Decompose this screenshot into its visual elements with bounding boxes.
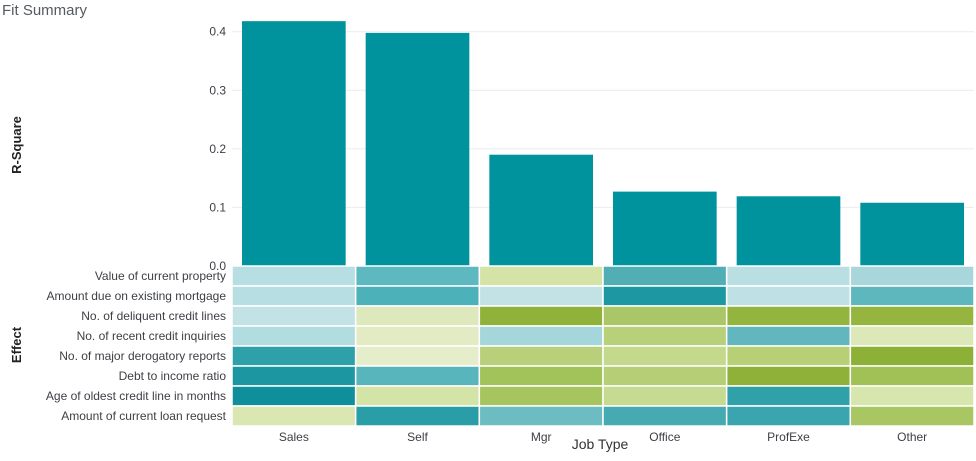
heatmap-cell <box>849 405 975 427</box>
heatmap-cell <box>849 325 975 347</box>
heatmap-cell <box>849 305 975 327</box>
heatmap-cell <box>725 265 852 287</box>
heatmap-cell <box>231 345 357 367</box>
heatmap-cell <box>602 305 728 327</box>
heatmap-cell <box>231 385 357 407</box>
heatmap-cell <box>725 385 852 407</box>
y-tick-label: 0.2 <box>209 142 226 156</box>
heatmap <box>231 265 975 427</box>
heatmap-cell <box>354 285 481 307</box>
bar-mgr <box>489 154 593 266</box>
heatmap-cell <box>602 385 728 407</box>
x-axis-title: Job Type <box>572 436 629 452</box>
heatmap-cell <box>478 305 604 327</box>
bar-other <box>860 202 964 266</box>
bars <box>242 21 964 267</box>
effect-row-label: No. of major derogatory reports <box>59 349 226 363</box>
heatmap-cell <box>231 285 357 307</box>
y-tick-label: 0.3 <box>209 83 226 97</box>
y-tick-label: 0.1 <box>209 200 226 214</box>
heatmap-cell <box>478 405 604 427</box>
effect-row-label: Age of oldest credit line in months <box>46 389 226 403</box>
effect-row-label: Amount of current loan request <box>61 409 226 423</box>
x-tick-label: Other <box>897 430 927 444</box>
heatmap-cell <box>725 345 852 367</box>
y-tick-label: 0.4 <box>209 25 226 39</box>
heatmap-cell <box>231 265 357 287</box>
heatmap-cell <box>725 325 852 347</box>
x-tick-label: Sales <box>279 430 309 444</box>
heatmap-cell <box>231 325 357 347</box>
heatmap-cell <box>602 285 728 307</box>
heatmap-cell <box>231 305 357 327</box>
effect-row-label: Debt to income ratio <box>119 369 227 383</box>
x-axis-tick-labels: Sales Self Mgr Office ProfExe Other <box>279 430 927 444</box>
heatmap-cell <box>602 345 728 367</box>
heatmap-cell <box>478 365 604 387</box>
y-axis-ticks: 0.0 0.1 0.2 0.3 0.4 <box>209 25 226 273</box>
heatmap-cell <box>478 265 604 287</box>
heatmap-cell <box>725 405 852 427</box>
effect-row-label: Amount due on existing mortgage <box>47 289 227 303</box>
heatmap-cell <box>849 285 975 307</box>
heatmap-cell <box>478 285 604 307</box>
heatmap-cell <box>849 385 975 407</box>
chart-title: Fit Summary <box>2 2 88 19</box>
heatmap-cell <box>602 325 728 347</box>
heatmap-cell <box>354 305 481 327</box>
y-axis-title: R-Square <box>9 116 24 174</box>
heatmap-cell <box>478 385 604 407</box>
heatmap-cell <box>725 365 852 387</box>
heatmap-cell <box>602 365 728 387</box>
heatmap-cell <box>725 305 852 327</box>
bar-sales <box>242 21 346 266</box>
effect-row-label: Value of current property <box>95 269 226 283</box>
heatmap-cell <box>602 265 728 287</box>
x-tick-label: Self <box>407 430 428 444</box>
y-tick-label: 0.0 <box>209 259 226 273</box>
heatmap-row-labels: Value of current property Amount due on e… <box>46 269 227 423</box>
effect-row-label: No. of recent credit inquiries <box>77 329 226 343</box>
x-tick-label: Mgr <box>531 430 552 444</box>
heatmap-cell <box>231 405 357 427</box>
heatmap-cell <box>849 265 975 287</box>
heatmap-cell <box>354 365 481 387</box>
effect-row-label: No. of deliquent credit lines <box>81 309 226 323</box>
heatmap-cell <box>725 285 852 307</box>
heatmap-y-axis-title: Effect <box>9 326 24 363</box>
heatmap-cell <box>231 365 357 387</box>
heatmap-cell <box>354 325 481 347</box>
bar-self <box>365 32 470 267</box>
heatmap-cell <box>478 325 604 347</box>
heatmap-cell <box>354 385 481 407</box>
heatmap-cell <box>478 345 604 367</box>
heatmap-cell <box>354 345 481 367</box>
heatmap-cell <box>354 405 481 427</box>
heatmap-cell <box>602 405 728 427</box>
bar-profexe <box>736 196 841 266</box>
heatmap-cell <box>354 265 481 287</box>
heatmap-cell <box>849 345 975 367</box>
bar-office <box>613 191 717 266</box>
x-tick-label: Office <box>649 430 680 444</box>
x-tick-label: ProfExe <box>767 430 810 444</box>
heatmap-cell <box>849 365 975 387</box>
